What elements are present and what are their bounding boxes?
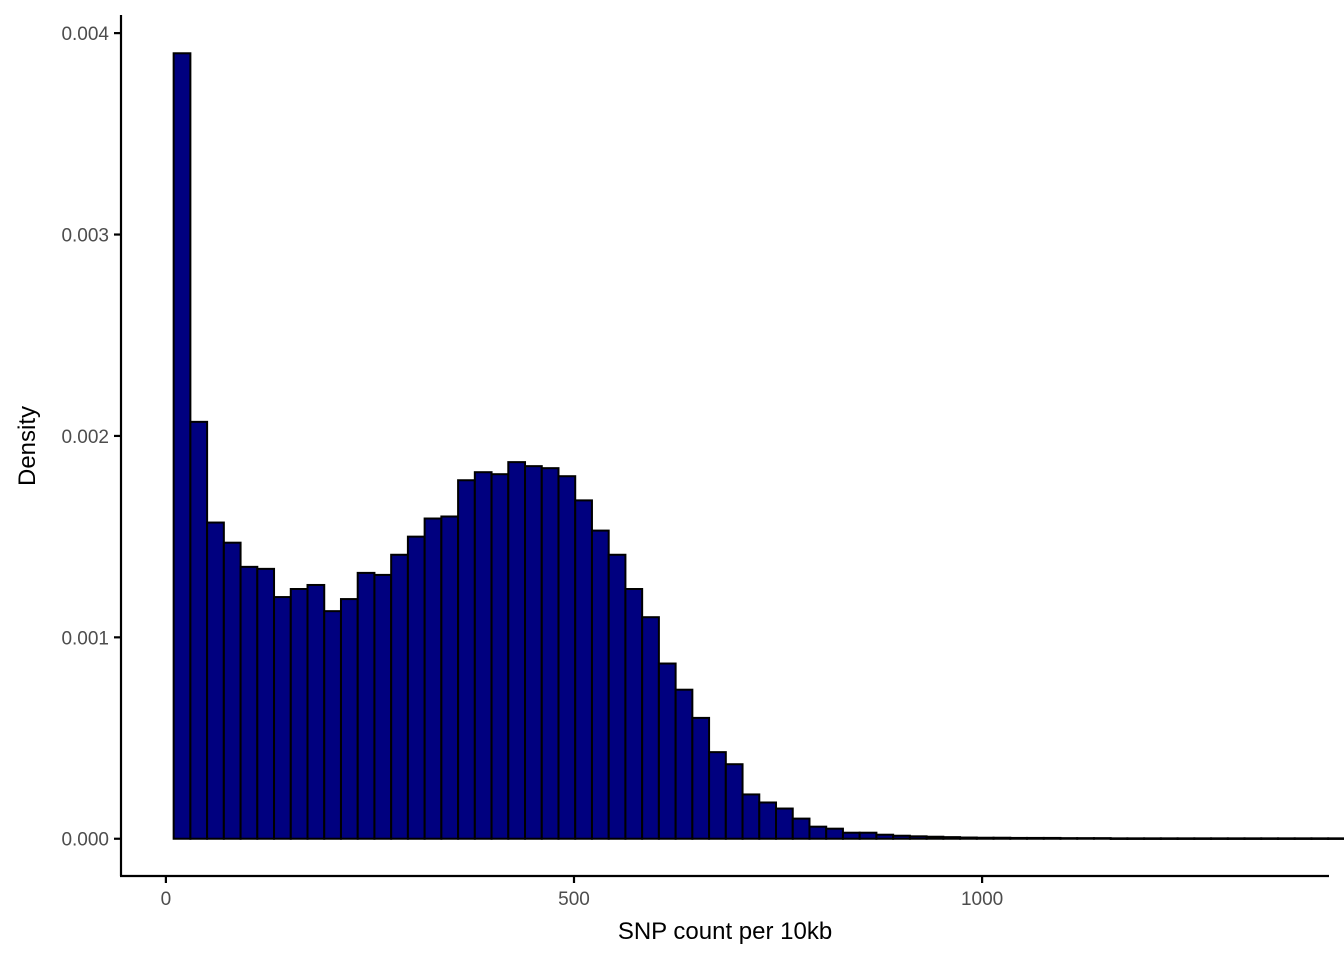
histogram-bar bbox=[1293, 837, 1313, 840]
histogram-bar bbox=[724, 763, 744, 840]
histogram-bar bbox=[925, 835, 945, 840]
histogram-bar bbox=[524, 465, 543, 840]
histogram-bars bbox=[172, 52, 1344, 840]
histogram-bar bbox=[373, 573, 393, 840]
histogram-bar bbox=[892, 834, 911, 840]
histogram-bar bbox=[607, 553, 627, 840]
histogram-bar bbox=[641, 616, 660, 840]
histogram-bar bbox=[222, 541, 242, 840]
histogram-bar bbox=[507, 461, 527, 840]
histogram-bar bbox=[206, 521, 225, 840]
histogram-bar bbox=[457, 479, 476, 840]
histogram-bar bbox=[1042, 836, 1062, 840]
histogram-bar bbox=[808, 825, 828, 840]
histogram-bar bbox=[323, 610, 342, 840]
histogram-bar bbox=[1143, 837, 1162, 840]
x-axis-title: SNP count per 10kb bbox=[618, 918, 832, 945]
histogram-bar bbox=[1059, 837, 1079, 840]
histogram-bar bbox=[1092, 837, 1112, 840]
histogram-bar bbox=[440, 515, 460, 840]
histogram-bar bbox=[992, 836, 1012, 840]
histogram-bar bbox=[189, 420, 209, 840]
histogram-bar bbox=[975, 836, 995, 840]
histogram-bar bbox=[306, 583, 326, 840]
histogram-bar bbox=[406, 535, 426, 840]
histogram-bar bbox=[1260, 837, 1279, 840]
histogram-bar bbox=[1310, 837, 1330, 840]
histogram-bar bbox=[875, 833, 895, 840]
histogram-bar bbox=[657, 662, 677, 840]
histogram-bar bbox=[1276, 837, 1296, 840]
histogram-bar bbox=[908, 835, 928, 840]
histogram-bar bbox=[1126, 837, 1146, 840]
histogram-bar bbox=[339, 598, 359, 840]
histogram-bar bbox=[825, 827, 844, 840]
histogram-bar bbox=[590, 529, 610, 840]
histogram-bar bbox=[239, 565, 259, 840]
histogram-bar bbox=[273, 596, 292, 840]
histogram-bar bbox=[674, 688, 694, 840]
histogram-bar bbox=[490, 473, 510, 840]
histogram-bar bbox=[1226, 837, 1246, 840]
histogram-bar bbox=[708, 751, 727, 840]
y-tick-label: 0.004 bbox=[61, 24, 109, 45]
x-tick-label: 1000 bbox=[961, 889, 1003, 910]
y-tick-label: 0.002 bbox=[61, 427, 109, 448]
histogram-bar bbox=[574, 499, 593, 840]
histogram-bar bbox=[758, 801, 778, 840]
histogram-bar bbox=[473, 471, 493, 840]
histogram-bar bbox=[775, 807, 794, 840]
histogram-bar bbox=[1193, 837, 1213, 840]
histogram-bar bbox=[256, 567, 276, 840]
histogram-bar bbox=[1210, 837, 1229, 840]
histogram-bar bbox=[390, 553, 409, 840]
x-tick-label: 0 bbox=[161, 889, 172, 910]
y-axis-ticks: 0.000 0.001 0.002 0.003 0.004 bbox=[61, 24, 121, 851]
histogram-bar bbox=[1109, 837, 1129, 840]
histogram-bar bbox=[1243, 837, 1263, 840]
histogram-bar bbox=[942, 836, 962, 840]
histogram-bar bbox=[540, 467, 560, 840]
histogram-bar bbox=[1009, 836, 1029, 840]
y-axis-title: Density bbox=[14, 406, 41, 486]
histogram-bar bbox=[1327, 837, 1344, 840]
histogram-bar bbox=[1159, 837, 1179, 840]
histogram-bar bbox=[624, 588, 644, 840]
histogram-bar bbox=[858, 831, 878, 840]
y-tick-label: 0.003 bbox=[61, 226, 109, 247]
histogram-bar bbox=[741, 793, 761, 840]
y-tick-label: 0.000 bbox=[61, 830, 109, 851]
y-tick-label: 0.001 bbox=[61, 628, 109, 649]
histogram-bar bbox=[959, 836, 978, 840]
histogram-bar bbox=[172, 52, 192, 840]
histogram-bar bbox=[841, 831, 861, 840]
histogram-bar bbox=[356, 571, 376, 840]
histogram-bar bbox=[423, 517, 443, 840]
histogram-bar bbox=[1176, 837, 1196, 840]
histogram-bar bbox=[557, 475, 577, 840]
histogram-bar bbox=[1026, 836, 1045, 840]
histogram-bar bbox=[691, 716, 711, 840]
x-axis-ticks: 0 500 1000 bbox=[161, 876, 1003, 910]
histogram-bar bbox=[1076, 837, 1095, 840]
x-tick-label: 500 bbox=[558, 889, 590, 910]
histogram-bar bbox=[791, 817, 811, 840]
histogram-bar bbox=[289, 588, 309, 840]
